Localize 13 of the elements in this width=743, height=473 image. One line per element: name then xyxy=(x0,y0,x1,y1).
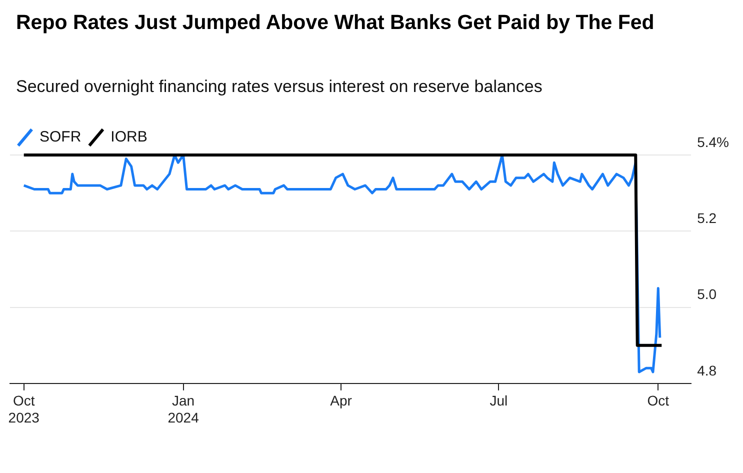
y-tick-label: 4.8 xyxy=(697,362,717,378)
legend-label: SOFR xyxy=(40,128,82,146)
x-tick-label: Jan 2024 xyxy=(168,392,200,426)
chart-title: Repo Rates Just Jumped Above What Banks Get Paid by The Fed xyxy=(16,10,656,35)
y-tick-label: 5.4% xyxy=(697,134,730,150)
y-tick-label: 5.2 xyxy=(697,210,717,226)
x-tick-label: Oct 2023 xyxy=(8,392,40,426)
legend-label: IORB xyxy=(110,128,148,146)
x-tick-label: Oct xyxy=(647,392,670,409)
y-tick-label: 5.0 xyxy=(697,286,717,302)
chart-subtitle: Secured overnight financing rates versus interest on reserve balances xyxy=(16,77,542,97)
x-tick-label: Jul xyxy=(490,392,508,409)
x-tick-label: Apr xyxy=(330,392,352,409)
